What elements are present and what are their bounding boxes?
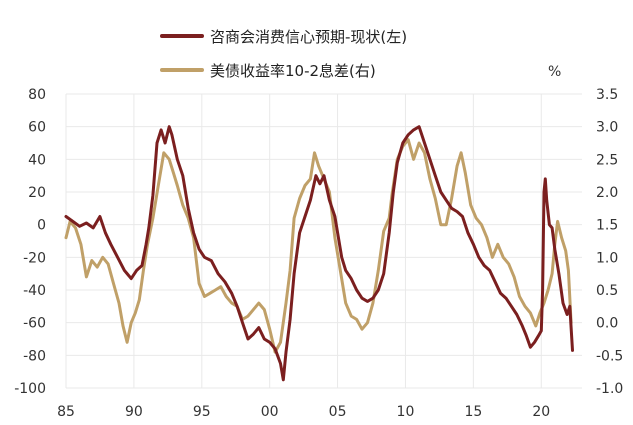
y-right-tick-label: 0.5	[596, 283, 618, 299]
legend: 咨商会消费信心预期-现状(左) 美债收益率10-2息差(右)	[160, 28, 407, 80]
x-tick-label: 85	[57, 404, 75, 420]
y-right-tick-label: -1.0	[596, 381, 623, 397]
y-left-tick-label: -20	[23, 250, 46, 266]
axes: 80 60 40 20 0 -20 -40 -60 -80 -100 3.5 3.0 2.5 2.0 1.5…	[14, 87, 623, 420]
y-left-tick-label: 0	[37, 218, 46, 234]
y-right-tick-label: -0.5	[596, 348, 623, 364]
series-line-confidence-gap	[64, 125, 574, 382]
y-right-tick-label: 2.5	[596, 152, 618, 168]
y-left-tick-label: 60	[28, 120, 46, 136]
y-left-tick-label: 80	[28, 87, 46, 103]
x-tick-label: 20	[532, 404, 550, 420]
y-right-tick-label: 3.0	[596, 120, 618, 136]
x-tick-label: 15	[464, 404, 482, 420]
y-left-tick-label: -80	[23, 348, 46, 364]
x-tick-label: 05	[329, 404, 347, 420]
x-tick-label: 90	[125, 404, 143, 420]
series-layer	[64, 125, 574, 382]
y-right-tick-label: 1.5	[596, 218, 618, 234]
y-right-tick-label: 3.5	[596, 87, 618, 103]
y-left-tick-label: -60	[23, 316, 46, 332]
x-tick-label: 00	[261, 404, 279, 420]
y-right-tick-label: 2.0	[596, 185, 618, 201]
y-left-tick-label: 20	[28, 185, 46, 201]
y-left-tick-label: 40	[28, 152, 46, 168]
y-left-tick-label: -40	[23, 283, 46, 299]
legend-label: 美债收益率10-2息差(右)	[210, 62, 376, 80]
y-right-tick-label: 1.0	[596, 250, 618, 266]
x-tick-label: 10	[397, 404, 415, 420]
right-axis-unit-label: %	[548, 64, 561, 80]
y-right-tick-label: 0.0	[596, 316, 618, 332]
gridlines	[65, 93, 582, 389]
legend-label: 咨商会消费信心预期-现状(左)	[210, 28, 407, 46]
x-tick-label: 95	[193, 404, 211, 420]
series-line-yield-spread	[64, 138, 573, 354]
y-left-tick-label: -100	[14, 381, 46, 397]
